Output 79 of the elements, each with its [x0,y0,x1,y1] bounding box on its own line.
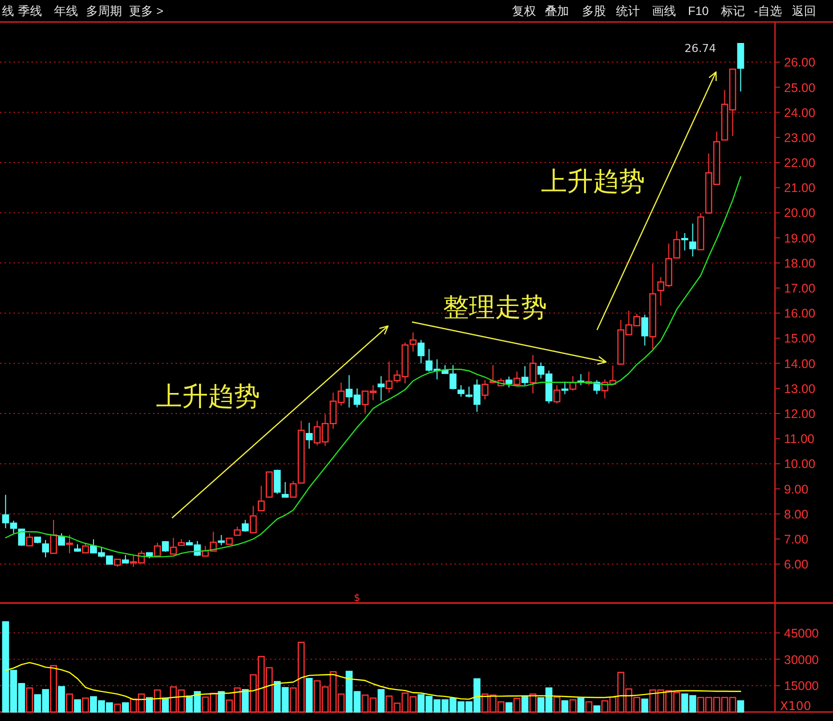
bar [641,698,648,713]
bar [577,698,584,713]
y-tick-label: 45000 [784,626,819,640]
bar [561,700,568,713]
text: X100 [780,699,812,713]
y-tick-label: 22.00 [784,156,816,170]
bar [529,693,536,713]
annotation: $ [354,593,360,604]
y-tick-label: 7.00 [784,532,808,546]
y-tick-label: 12.00 [784,407,816,422]
bar [553,696,560,713]
bar [306,678,313,713]
y-tick-label: 10.00 [784,457,816,472]
bar [737,700,744,713]
bar [521,696,528,713]
text: 复权 [512,4,536,18]
annotation: 上升趋势 [541,167,645,197]
text: 线 [2,4,14,18]
y-tick-label: 16.00 [784,306,816,321]
text: 标记 [720,4,745,18]
text: 多周期 [86,4,122,18]
y-tick-label: 19.00 [784,231,816,246]
annotation: 上升趋势 [156,382,260,412]
bar [114,704,121,713]
annotation: 整理走势 [443,293,547,323]
bar [26,687,34,713]
candlestick [306,422,313,450]
y-tick-label: 13.00 [784,382,816,396]
text: F10 [688,4,710,18]
text: 返回 [792,4,816,18]
bar [513,698,520,713]
y-tick-label: 14.00 [784,356,816,371]
bar [569,699,576,713]
annotation: 26.74 [684,42,716,55]
y-tick-label: 26.00 [784,56,816,70]
text: 多股 [582,4,606,18]
text: -自选 [754,4,782,18]
text: 年线 [54,4,78,18]
y-tick-label: 8.00 [784,507,808,522]
text: 统计 [616,4,640,18]
candlestick [649,263,656,350]
bar [82,698,89,713]
bar [593,705,600,713]
bar [154,689,161,713]
bar [218,691,225,713]
bar [585,701,592,713]
candlestick [378,376,385,402]
line-series [4,662,742,700]
bar [378,689,385,713]
y-tick-label: 20.00 [784,206,816,220]
candlestick [689,223,696,257]
bar [162,698,169,713]
bar [74,699,81,713]
bar [58,686,65,713]
y-tick-label: 11.00 [784,432,814,446]
candlestick [681,232,688,251]
bar [50,665,58,713]
y-tick-label: 15000 [784,679,819,694]
text: 叠加 [545,4,569,18]
bar [146,697,153,713]
text: 季线 [18,4,42,18]
y-tick-label: 15.00 [784,332,816,346]
bar [505,702,512,713]
y-tick-label: 30000 [784,652,819,667]
text: 更多 > [129,4,164,18]
candlestick [529,354,536,394]
y-tick-label: 25.00 [784,80,816,95]
text: 画线 [652,4,676,18]
y-tick-label: 18.00 [784,256,816,270]
bar [66,693,73,713]
y-tick-label: 17.00 [784,282,816,296]
y-tick-label: 24.00 [784,106,816,120]
bar [122,702,129,713]
y-tick-label: 23.00 [784,130,816,145]
y-tick-label: 9.00 [784,482,808,496]
candlestick [641,314,648,346]
bar [242,689,249,713]
y-tick-label: 6.00 [784,558,808,572]
y-tick-label: 21.00 [784,181,816,196]
